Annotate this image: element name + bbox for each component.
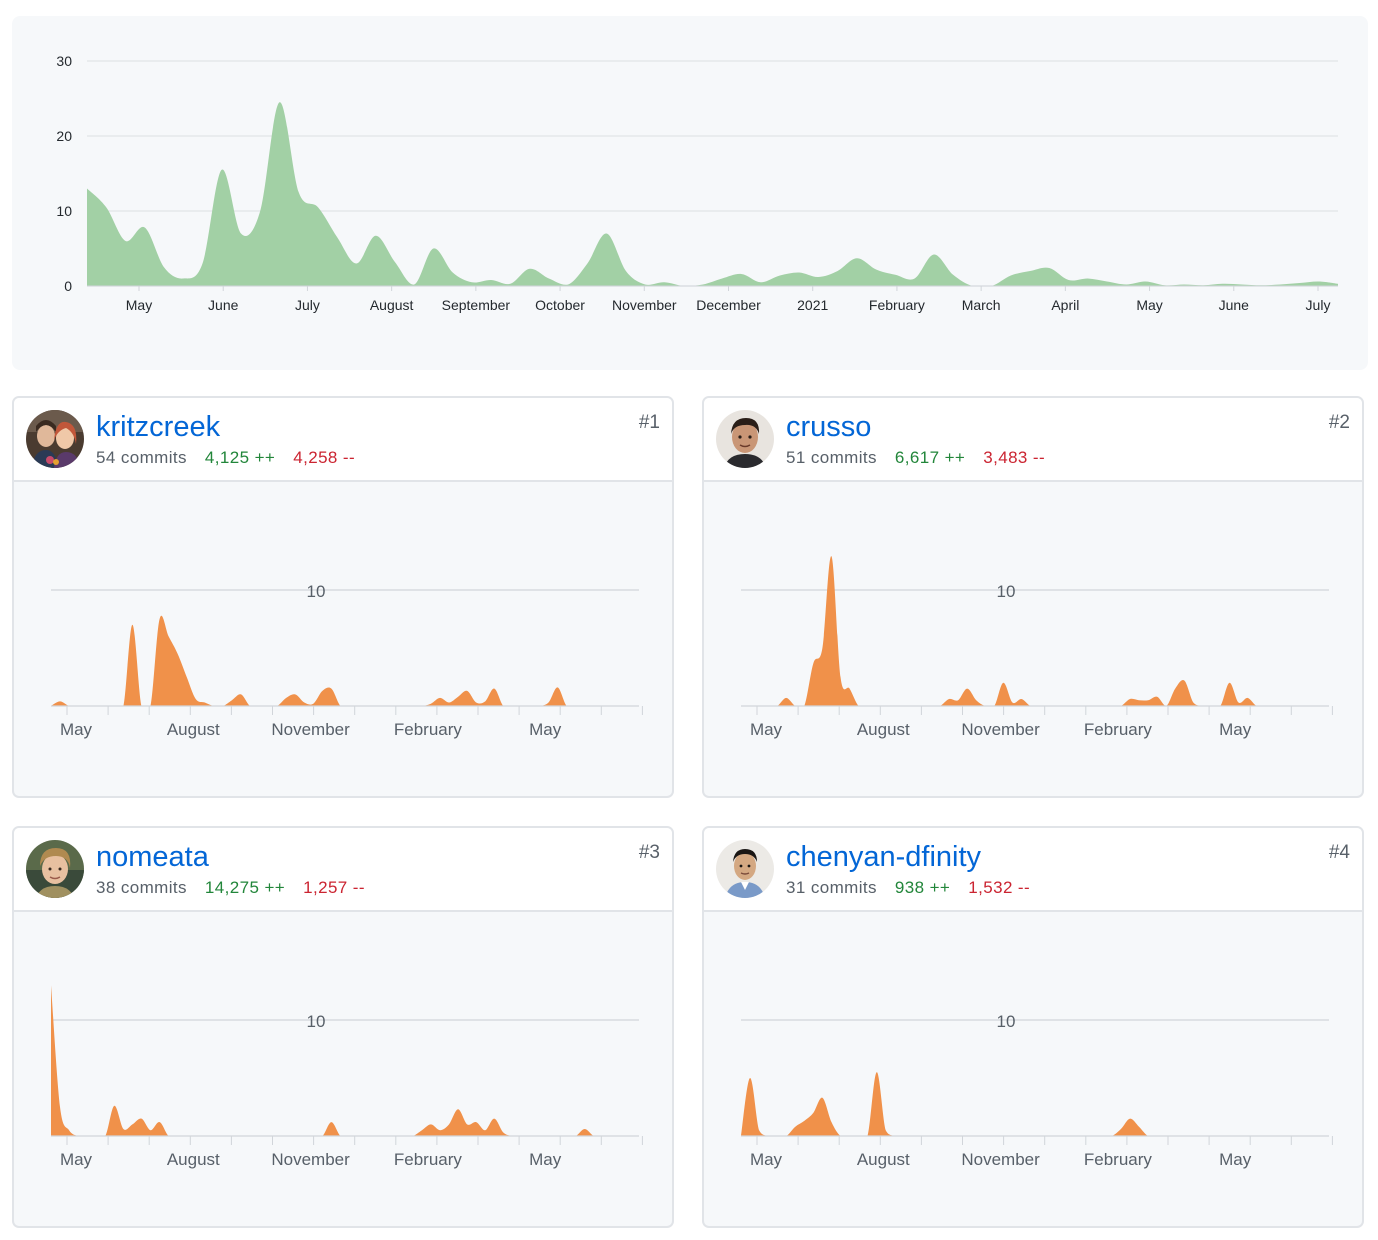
additions-count: 14,275 ++: [204, 878, 286, 897]
x-tick-label: May: [529, 720, 562, 739]
x-tick-label: March: [962, 297, 1001, 313]
x-tick-label: April: [1051, 297, 1079, 313]
commits-area-series: [741, 556, 1329, 706]
commit-count[interactable]: 54 commits: [96, 448, 187, 467]
additions-count: 6,617 ++: [894, 448, 966, 467]
contributor-commits-chart: 10 May August November February May: [51, 582, 643, 739]
x-tick-label: December: [696, 297, 761, 313]
x-tick-label: 2021: [797, 297, 828, 313]
contributor-card: nomeata 38 commits 14,275 ++ 1,257 -- #3 1…: [12, 826, 674, 1228]
avatar[interactable]: [26, 410, 84, 468]
grid-value-label: 10: [307, 1012, 326, 1031]
x-tick-label: October: [535, 297, 585, 313]
man-photo-avatar: [716, 840, 774, 898]
couple-photo-avatar: [26, 410, 84, 468]
contributor-username[interactable]: chenyan-dfinity: [786, 841, 982, 873]
x-tick-label: July: [1306, 297, 1331, 313]
contributor-card: chenyan-dfinity 31 commits 938 ++ 1,532 --…: [702, 826, 1364, 1228]
x-tick-label: May: [1219, 720, 1252, 739]
commit-count[interactable]: 31 commits: [786, 878, 877, 897]
x-tick-label: February: [394, 1150, 463, 1169]
x-tick-label: May: [126, 297, 152, 313]
y-tick-label: 20: [56, 128, 72, 144]
contributor-header: crusso 51 commits 6,617 ++ 3,483 -- #2: [704, 398, 1362, 482]
x-tick-label: August: [167, 720, 220, 739]
contributor-commits-chart: 10 May August November February May: [51, 985, 643, 1169]
contributor-username[interactable]: crusso: [786, 411, 872, 443]
x-tick-label: February: [394, 720, 463, 739]
contributor-header: nomeata 38 commits 14,275 ++ 1,257 -- #3: [14, 828, 672, 912]
grid-value-label: 10: [997, 582, 1016, 601]
man-photo-avatar: [716, 410, 774, 468]
deletions-count: 4,258 --: [293, 448, 356, 467]
contributor-username[interactable]: nomeata: [96, 841, 209, 873]
x-tick-label: August: [167, 1150, 220, 1169]
commit-count[interactable]: 51 commits: [786, 448, 877, 467]
x-tick-label: November: [961, 720, 1040, 739]
x-tick-label: May: [750, 1150, 783, 1169]
commits-area-series: [741, 1072, 1329, 1136]
x-tick-label: September: [442, 297, 511, 313]
man-photo-avatar: [26, 840, 84, 898]
y-tick-label: 30: [56, 53, 72, 69]
avatar[interactable]: [26, 840, 84, 898]
x-tick-label: May: [1136, 297, 1162, 313]
commit-count[interactable]: 38 commits: [96, 878, 187, 897]
x-tick-label: November: [271, 1150, 350, 1169]
x-tick-label: August: [857, 1150, 910, 1169]
contributor-header: kritzcreek 54 commits 4,125 ++ 4,258 -- #1: [14, 398, 672, 482]
additions-count: 4,125 ++: [204, 448, 276, 467]
commits-area-series: [51, 985, 639, 1136]
additions-count: 938 ++: [894, 878, 951, 897]
contributor-stats: 54 commits 4,125 ++ 4,258 --: [96, 447, 355, 469]
contributor-commits-chart: 10 May August November February May: [741, 1012, 1333, 1169]
overall-commits-chart: 0 10 20 30 May June July August September October…: [56, 53, 1338, 313]
contributor-rank: #2: [1328, 412, 1350, 433]
x-tick-label: August: [857, 720, 910, 739]
deletions-count: 1,257 --: [303, 878, 365, 897]
avatar[interactable]: [716, 410, 774, 468]
deletions-count: 3,483 --: [983, 448, 1046, 467]
contributor-stats: 51 commits 6,617 ++ 3,483 --: [786, 447, 1045, 469]
x-tick-label: November: [271, 720, 350, 739]
contributor-username[interactable]: kritzcreek: [96, 411, 221, 443]
deletions-count: 1,532 --: [968, 878, 1031, 897]
contributor-rank: #4: [1328, 842, 1350, 863]
x-tick-label: August: [370, 297, 414, 313]
x-tick-label: May: [60, 720, 93, 739]
contributor-stats: 38 commits 14,275 ++ 1,257 --: [96, 877, 365, 899]
contributor-commits-chart: 10 May August November February May: [741, 556, 1333, 739]
x-tick-label: May: [529, 1150, 562, 1169]
contributor-card: crusso 51 commits 6,617 ++ 3,483 -- #2 10 M…: [702, 396, 1364, 798]
x-tick-label: May: [60, 1150, 93, 1169]
grid-value-label: 10: [307, 582, 326, 601]
x-tick-label: February: [1084, 720, 1153, 739]
x-tick-label: June: [1219, 297, 1250, 313]
x-tick-label: February: [869, 297, 925, 313]
y-tick-label: 0: [64, 278, 72, 294]
x-tick-label: May: [750, 720, 783, 739]
x-tick-label: May: [1219, 1150, 1252, 1169]
x-tick-label: November: [961, 1150, 1040, 1169]
x-tick-label: June: [208, 297, 239, 313]
y-tick-label: 10: [56, 203, 72, 219]
x-tick-label: July: [295, 297, 320, 313]
commits-area-series: [51, 615, 639, 706]
contributor-card: kritzcreek 54 commits 4,125 ++ 4,258 -- #1…: [12, 396, 674, 798]
commits-area-series: [87, 102, 1338, 286]
contributor-rank: #3: [638, 842, 660, 863]
x-tick-label: November: [612, 297, 677, 313]
avatar[interactable]: [716, 840, 774, 898]
contributor-stats: 31 commits 938 ++ 1,532 --: [786, 877, 1030, 899]
contributor-rank: #1: [638, 412, 660, 433]
x-tick-label: February: [1084, 1150, 1153, 1169]
contributor-header: chenyan-dfinity 31 commits 938 ++ 1,532 --…: [704, 828, 1362, 912]
contributions-overview-panel: 0 10 20 30 May June July August September October…: [12, 16, 1368, 370]
grid-value-label: 10: [997, 1012, 1016, 1031]
